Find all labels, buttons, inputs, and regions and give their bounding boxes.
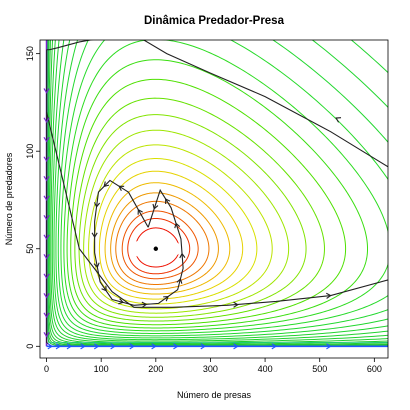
y-axis-arrow xyxy=(43,293,50,299)
x-axis-arrow xyxy=(271,343,278,350)
y-axis-arrow xyxy=(43,332,50,338)
trajectory-arrow xyxy=(137,208,143,215)
contour-line xyxy=(55,40,388,339)
y-tick-label: 100 xyxy=(25,144,35,159)
y-tick-label: 50 xyxy=(25,244,35,254)
contour-lines xyxy=(46,40,388,347)
x-tick-label: 300 xyxy=(203,364,218,374)
x-tick-label: 0 xyxy=(44,364,49,374)
x-axis-arrow xyxy=(233,343,239,350)
trajectory-arrow xyxy=(152,203,159,210)
chart-title: Dinâmica Predador-Presa xyxy=(144,15,285,27)
x-axis-arrow xyxy=(47,343,54,350)
trajectory-arrow xyxy=(176,277,183,284)
y-axis-ticks: 0 50 100 150 xyxy=(25,46,40,349)
trajectory-arrow xyxy=(103,181,110,188)
x-axis-arrow xyxy=(110,343,116,350)
trajectory-arrow xyxy=(118,298,125,305)
contour-line xyxy=(60,40,388,334)
x-axis-arrow xyxy=(66,343,73,350)
contour-line xyxy=(70,78,347,326)
x-axis-arrow xyxy=(151,343,157,350)
x-tick-label: 200 xyxy=(148,364,163,374)
contour-line xyxy=(57,40,388,337)
trajectory-lines xyxy=(46,40,388,346)
trajectory-arrow xyxy=(233,301,239,308)
y-axis-arrow xyxy=(43,88,50,94)
contour-line xyxy=(51,40,388,342)
contour-line xyxy=(98,170,244,300)
contour-line xyxy=(46,40,388,347)
trajectory-arrow xyxy=(335,117,342,123)
contour-line xyxy=(47,40,388,346)
x-axis-ticks: 0 100 200 300 400 500 600 xyxy=(44,358,382,374)
x-axis-label: Número de presas xyxy=(177,390,252,400)
trajectory-outer-lower xyxy=(46,112,388,308)
equilibrium-region xyxy=(129,237,182,260)
plot-area xyxy=(43,40,388,350)
trajectory-outer xyxy=(46,40,388,168)
x-tick-label: 400 xyxy=(258,364,273,374)
y-axis-arrow xyxy=(43,214,50,221)
contour-line xyxy=(83,129,290,314)
y-axis-arrow xyxy=(43,312,50,319)
trajectory-arrow xyxy=(326,292,332,299)
contour-line xyxy=(46,40,388,347)
plot-frame xyxy=(39,39,389,359)
x-axis-arrow xyxy=(200,343,207,350)
x-tick-label: 600 xyxy=(367,364,382,374)
contour-line xyxy=(74,97,325,322)
y-tick-label: 0 xyxy=(25,344,35,349)
trajectory-arrow xyxy=(94,202,101,208)
contour-line xyxy=(66,59,369,329)
contour-line xyxy=(48,40,388,345)
contour-line xyxy=(127,218,191,275)
y-axis-arrow xyxy=(43,156,50,163)
equilibrium-point xyxy=(153,246,159,251)
x-axis-arrow xyxy=(173,343,179,350)
contour-line xyxy=(104,182,231,295)
y-axis-arrow xyxy=(43,273,50,280)
y-axis-arrow xyxy=(43,136,50,143)
contour-line xyxy=(110,192,219,290)
y-tick-label: 150 xyxy=(25,46,35,61)
contour-line xyxy=(115,200,210,285)
y-axis-arrow xyxy=(43,254,50,260)
trajectory-arrow xyxy=(141,301,148,308)
trajectory-arrow xyxy=(163,295,169,302)
trajectory-arrow xyxy=(91,232,98,239)
contour-line xyxy=(93,158,258,305)
trajectory-arrow xyxy=(165,198,171,204)
x-axis-arrow xyxy=(326,343,332,350)
x-axis-arrow xyxy=(93,343,100,350)
y-axis-arrow xyxy=(43,117,50,123)
contour-line xyxy=(53,40,388,341)
contour-line xyxy=(49,40,388,345)
x-axis-arrow xyxy=(55,343,62,350)
contour-line xyxy=(88,144,273,310)
trajectory-arrow xyxy=(179,252,186,259)
y-axis-arrow xyxy=(43,175,50,182)
y-axis-arrow xyxy=(43,195,50,202)
y-axis-label: Número de predadores xyxy=(4,152,14,245)
trajectory-arrow xyxy=(101,285,107,292)
trajectory-arrow xyxy=(93,262,100,269)
x-axis-arrow xyxy=(80,343,86,350)
x-tick-label: 100 xyxy=(94,364,109,374)
trajectory-arrow xyxy=(118,185,125,191)
y-axis-arrow xyxy=(43,234,50,241)
contour-line xyxy=(78,114,307,318)
x-axis-arrow xyxy=(129,343,136,350)
x-tick-label: 500 xyxy=(312,364,327,374)
trajectory-arrow xyxy=(174,222,181,229)
direction-arrows xyxy=(43,88,342,350)
